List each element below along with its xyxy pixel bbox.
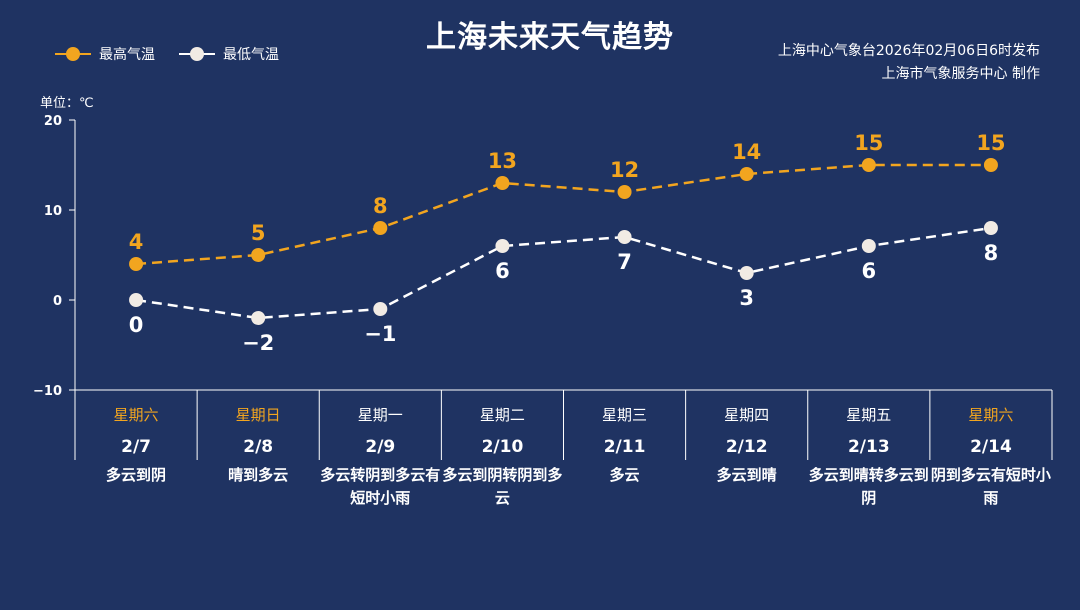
low-temp-point <box>739 266 754 280</box>
high-temp-point <box>617 185 632 199</box>
legend-item-high: 最高气温 <box>55 44 155 64</box>
high-temp-point <box>251 248 266 262</box>
date-label: 2/14 <box>970 437 1012 457</box>
source-line-1: 上海中心气象台2026年02月06日6时发布 <box>777 43 1040 59</box>
low-temp-label: 8 <box>984 241 999 265</box>
weather-desc-line: 晴到多云 <box>228 466 288 484</box>
legend-low-swatch <box>179 44 215 64</box>
weekday-label: 星期四 <box>724 406 769 424</box>
legend-item-low: 最低气温 <box>179 44 279 64</box>
high-temp-label: 15 <box>976 131 1005 155</box>
weather-desc-line: 短时小雨 <box>350 489 410 507</box>
low-temp-label: −2 <box>242 331 274 355</box>
weather-desc-line: 多云到阴转阴到多 <box>442 466 562 484</box>
unit-label: 单位：℃ <box>40 96 94 111</box>
low-temp-point <box>861 239 876 253</box>
high-temp-point <box>861 158 876 172</box>
legend-high-swatch <box>55 44 91 64</box>
date-label: 2/10 <box>482 437 524 457</box>
date-label: 2/13 <box>848 437 890 457</box>
high-temp-label: 5 <box>251 221 266 245</box>
chart-legend: 最高气温 最低气温 <box>55 44 303 64</box>
weather-desc-line: 多云 <box>610 466 640 484</box>
high-temp-point <box>129 257 144 271</box>
low-temp-label: 0 <box>129 313 144 337</box>
high-temp-label: 8 <box>373 194 388 218</box>
weather-desc: 多云到晴 <box>717 466 777 484</box>
weather-desc-line: 多云到晴 <box>717 466 777 484</box>
weather-desc: 多云 <box>610 466 640 484</box>
weekday-label: 星期六 <box>114 406 159 424</box>
weather-desc: 晴到多云 <box>228 466 288 484</box>
weekday-label: 星期五 <box>846 406 891 424</box>
legend-low-label: 最低气温 <box>223 47 279 63</box>
weather-desc: 阴到多云有短时小雨 <box>931 466 1051 507</box>
low-temp-label: 3 <box>739 286 754 310</box>
low-temp-line <box>135 226 992 320</box>
date-label: 2/8 <box>243 437 273 457</box>
weather-desc-line: 雨 <box>983 489 998 507</box>
weekday-label: 星期日 <box>236 406 281 424</box>
high-temp-line <box>135 163 991 266</box>
weekday-label: 星期六 <box>968 406 1013 424</box>
y-tick-label: −10 <box>33 384 62 399</box>
page-title: 上海未来天气趋势 <box>426 20 674 55</box>
weather-desc-line: 阴到多云有短时小 <box>931 466 1051 484</box>
low-temp-label: 7 <box>617 250 632 274</box>
high-temp-label: 14 <box>732 140 761 164</box>
source-info: 上海中心气象台2026年02月06日6时发布 上海市气象服务中心 制作 <box>778 40 1040 86</box>
high-temp-point <box>373 221 388 235</box>
high-temp-point <box>983 158 998 172</box>
y-tick-label: 20 <box>44 114 62 129</box>
date-label: 2/11 <box>604 437 646 457</box>
low-temp-point <box>495 239 510 253</box>
y-tick-label: 0 <box>53 294 62 309</box>
weather-desc: 多云到阴 <box>106 466 166 484</box>
high-temp-label: 4 <box>129 230 144 254</box>
high-temp-point <box>495 176 510 190</box>
high-temp-label: 15 <box>854 131 883 155</box>
high-temp-label: 12 <box>610 158 639 182</box>
low-temp-point <box>129 293 144 307</box>
y-tick-label: 10 <box>44 204 62 219</box>
date-label: 2/12 <box>726 437 768 457</box>
low-temp-label: 6 <box>862 259 877 283</box>
date-label: 2/9 <box>365 437 395 457</box>
weather-desc-line: 多云到晴转多云到 <box>809 466 929 484</box>
weather-desc: 多云到阴转阴到多云 <box>442 466 562 507</box>
low-temp-label: 6 <box>495 259 510 283</box>
weather-desc-line: 阴 <box>861 489 876 507</box>
low-temp-point <box>983 221 998 235</box>
weather-desc: 多云转阴到多云有短时小雨 <box>320 466 440 507</box>
source-line-2: 上海市气象服务中心 制作 <box>881 66 1040 82</box>
weekday-label: 星期三 <box>602 406 647 424</box>
weather-desc-line: 多云到阴 <box>106 466 166 484</box>
weekday-label: 星期二 <box>480 406 525 424</box>
high-temp-point <box>739 167 754 181</box>
weather-desc-line: 多云转阴到多云有 <box>320 466 440 484</box>
low-temp-point <box>251 311 266 325</box>
low-temp-point <box>617 230 632 244</box>
legend-high-label: 最高气温 <box>99 47 155 63</box>
weather-desc: 多云到晴转多云到阴 <box>809 466 929 507</box>
weather-desc-line: 云 <box>495 489 510 507</box>
high-temp-label: 13 <box>488 149 517 173</box>
date-label: 2/7 <box>121 437 151 457</box>
low-temp-label: −1 <box>364 322 396 346</box>
weekday-label: 星期一 <box>358 406 403 424</box>
low-temp-point <box>373 302 388 316</box>
